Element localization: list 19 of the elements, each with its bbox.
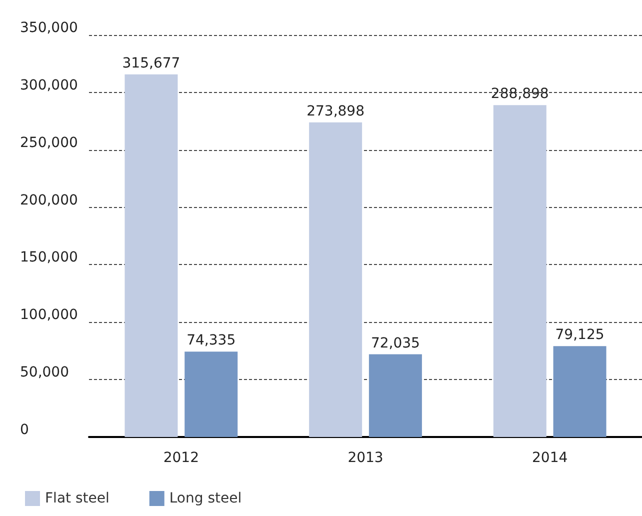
data-label: 315,677	[122, 55, 180, 72]
legend-label: Flat steel	[45, 490, 110, 506]
data-label: 74,335	[186, 332, 236, 349]
data-label: 288,898	[490, 86, 549, 102]
data-label: 79,125	[555, 327, 604, 344]
x-tick-label: 2014	[532, 450, 568, 466]
y-tick-label: 200,000	[20, 192, 78, 208]
x-tick-label: 2013	[348, 450, 384, 466]
y-tick-label: 50,000	[20, 364, 69, 381]
data-label: 273,898	[306, 103, 365, 120]
data-label: 72,035	[370, 335, 420, 352]
x-tick-label: 2012	[163, 450, 199, 466]
y-tick-label: 0	[20, 422, 29, 438]
y-tick-label: 350,000	[20, 20, 78, 36]
y-tick-label: 300,000	[20, 77, 78, 94]
y-tick-label: 250,000	[20, 134, 78, 151]
y-tick-label: 100,000	[20, 307, 78, 324]
y-tick-label: 150,000	[20, 250, 78, 266]
legend-label: Long steel	[169, 490, 242, 506]
